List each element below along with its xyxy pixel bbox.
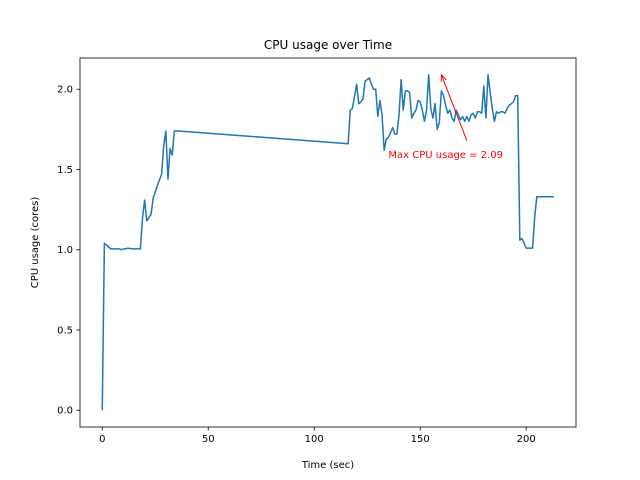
chart-title: CPU usage over Time — [264, 38, 392, 52]
max-annotation: Max CPU usage = 2.09 — [388, 73, 503, 161]
y-tick-label: 1.0 — [57, 245, 73, 256]
y-tick-label: 0.5 — [57, 325, 73, 336]
x-tick-label: 150 — [411, 434, 430, 445]
y-tick-label: 0.0 — [57, 406, 73, 417]
x-axis-label: Time (sec) — [301, 460, 354, 471]
y-axis-label: CPU usage (cores) — [30, 197, 41, 289]
plot-area — [101, 74, 554, 411]
axes-frame — [79, 57, 577, 428]
y-tick-label: 2.0 — [57, 85, 73, 96]
y-axis: 0.0 0.5 1.0 1.5 2.0 — [57, 85, 80, 417]
cpu-usage-line — [101, 74, 554, 411]
annotation-arrowhead — [440, 73, 447, 82]
x-tick-label: 0 — [99, 434, 105, 445]
x-tick-label: 50 — [202, 434, 215, 445]
x-tick-label: 100 — [305, 434, 324, 445]
y-tick-label: 1.5 — [57, 165, 73, 176]
x-tick-label: 200 — [517, 434, 536, 445]
annotation-text: Max CPU usage = 2.09 — [388, 150, 503, 161]
annotation-arrow — [440, 74, 468, 141]
x-axis: 0 50 100 150 200 — [99, 427, 536, 445]
